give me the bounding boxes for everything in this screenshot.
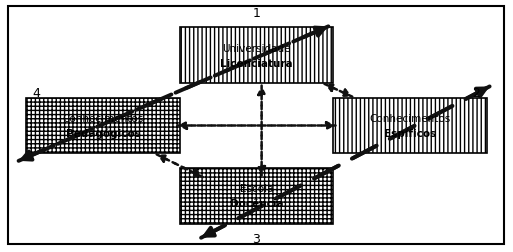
Text: Espíficos: Espíficos [384,128,436,139]
Bar [333,99,487,153]
Bar [180,28,333,83]
Text: Docência: Docência [230,199,283,209]
Text: 2: 2 [472,87,481,100]
Bar [26,99,180,153]
Text: 1: 1 [252,7,261,20]
Text: Licenciatura: Licenciatura [220,58,293,68]
Bar [180,169,333,224]
Text: 4: 4 [32,87,41,100]
Text: Conhecimentos: Conhecimentos [63,113,144,123]
Text: Universidade: Universidade [222,43,291,53]
Text: Conhecimentos: Conhecimentos [369,113,450,123]
Text: Pedagógicos: Pedagógicos [66,128,141,139]
Text: 3: 3 [252,232,261,245]
Text: Escola: Escola [240,184,273,194]
